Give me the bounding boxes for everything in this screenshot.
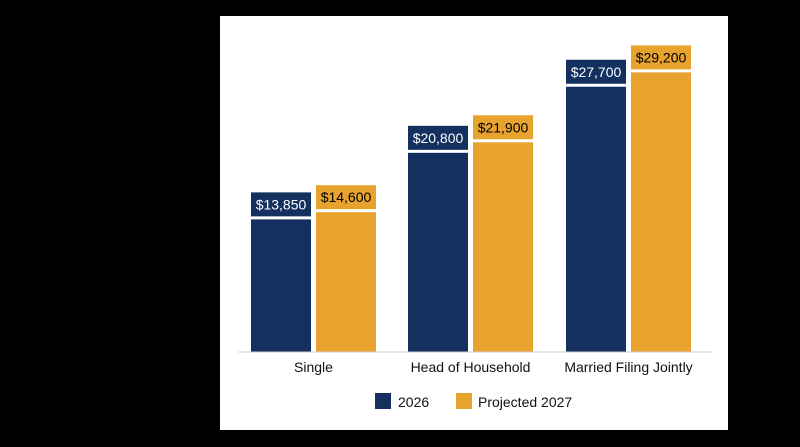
bar-head-of-household-2026 <box>408 152 468 352</box>
data-label-box <box>316 185 376 210</box>
bar-single-2026 <box>251 219 311 352</box>
category-label: Head of Household <box>411 359 531 375</box>
data-label: $27,700 <box>571 64 622 80</box>
data-label: $29,200 <box>636 49 687 65</box>
category-labels: Single Head of Household Married Filing Jo… <box>294 359 693 375</box>
data-label-box <box>566 59 626 84</box>
bar-married-filing-jointly-2026 <box>566 86 626 352</box>
chart-panel: $13,850 $14,600 $20,800 $21,900 $27,700 $29,2… <box>220 16 728 430</box>
data-label-box <box>631 45 691 70</box>
data-label: $20,800 <box>413 130 464 146</box>
bar-single-projected-2027 <box>316 212 376 352</box>
data-label: $14,600 <box>321 189 372 205</box>
category-label: Married Filing Jointly <box>564 359 692 375</box>
legend-swatch <box>375 393 391 409</box>
data-label-box <box>408 125 468 150</box>
data-label-box <box>251 192 311 217</box>
data-label: $13,850 <box>256 196 307 212</box>
category-label: Single <box>294 359 333 375</box>
legend-label: Projected 2027 <box>478 394 572 410</box>
legend: 2026 Projected 2027 <box>375 393 572 410</box>
legend-label: 2026 <box>398 394 429 410</box>
data-label: $21,900 <box>478 119 529 135</box>
bar-married-filing-jointly-projected-2027 <box>631 72 691 352</box>
bar-head-of-household-projected-2027 <box>473 142 533 352</box>
legend-swatch <box>456 393 472 409</box>
data-label-box <box>473 115 533 140</box>
bar-chart: $13,850 $14,600 $20,800 $21,900 $27,700 $29,2… <box>238 45 712 410</box>
bars-layer: $13,850 $14,600 $20,800 $21,900 $27,700 $29,2… <box>251 45 691 352</box>
